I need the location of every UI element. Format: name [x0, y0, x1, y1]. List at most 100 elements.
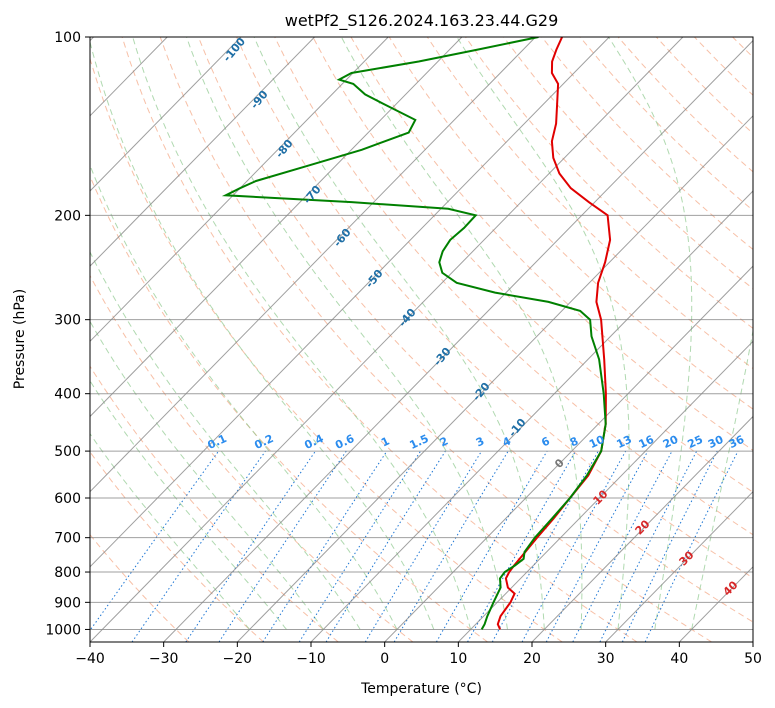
dry-adiabat-line	[388, 37, 753, 410]
x-tick-label: −30	[149, 651, 179, 667]
y-tick-label: 800	[54, 565, 81, 581]
chart-title: wetPf2_S126.2024.163.23.44.G29	[285, 11, 559, 31]
dry-adiabat-line	[426, 37, 753, 370]
dry-adiabat-line	[312, 37, 753, 493]
dry-adiabat-line	[90, 365, 339, 642]
plot-frame	[89, 36, 754, 643]
mixing-ratio-line	[325, 450, 446, 642]
isotherm-gridline	[90, 37, 684, 642]
dry-adiabat-line	[197, 37, 753, 623]
mixing-ratio-label: 10	[587, 433, 607, 451]
mixing-ratio-label: 0.1	[206, 432, 229, 452]
dry-adiabat-label: -50	[363, 267, 386, 291]
mixing-ratio-line	[491, 450, 599, 642]
moist-adiabat-label: 40	[721, 578, 741, 598]
dry-adiabat-line	[771, 37, 775, 642]
dry-adiabat-label: -80	[273, 137, 296, 161]
mixing-ratio-label: 1	[379, 434, 391, 449]
x-tick-label: 40	[670, 651, 688, 667]
dry-adiabat-line	[732, 37, 753, 58]
y-tick-label: 200	[54, 208, 81, 224]
isotherm-gridline	[384, 265, 753, 642]
moist-adiabat-label: 30	[677, 548, 697, 568]
mixing-ratio-label: 16	[637, 433, 657, 451]
dry-adiabat-label: -70	[301, 183, 324, 207]
mixing-ratio-label: 30	[706, 433, 726, 451]
plot-area	[90, 37, 775, 642]
moist-adiabat-line	[90, 432, 250, 630]
moist-adiabat-line	[456, 37, 630, 630]
dry-adiabat-line	[121, 37, 638, 642]
y-tick-label: 400	[54, 387, 81, 403]
dry-adiabat-line	[579, 37, 753, 212]
mixing-ratio-line	[364, 450, 483, 642]
mixing-ratio-line	[621, 450, 718, 642]
isotherm-gridline	[457, 340, 753, 642]
moist-adiabat-line	[186, 37, 508, 630]
mixing-ratio-line	[393, 450, 509, 642]
isotherm-gridline	[752, 641, 753, 642]
mixing-ratio-label: 6	[539, 434, 552, 449]
isotherm-gridline	[678, 566, 753, 642]
isotherm-gridline	[90, 37, 315, 267]
mixing-ratio-line	[218, 450, 347, 642]
y-tick-label: 500	[54, 444, 81, 460]
mixing-ratio-line	[262, 450, 388, 642]
dry-adiabat-line	[350, 37, 753, 451]
y-tick-label: 1000	[45, 622, 81, 638]
dry-adiabat-label: -90	[248, 88, 271, 112]
mixing-ratio-line	[90, 450, 220, 632]
isotherm-gridline	[531, 415, 753, 642]
isotherm-gridline	[236, 115, 753, 642]
mixing-ratio-label: 8	[568, 434, 580, 449]
x-tick-label: −20	[223, 651, 253, 667]
axes: −40 −30 −20 −10 0 10 20 30 40 5010020030040050060…	[45, 30, 762, 667]
dry-adiabat-line	[694, 37, 753, 96]
moist-adiabat-line	[90, 379, 287, 630]
isopleth-labels: -100-90-80-70-60-50-40-30-20-100.1 0.2 0.4…	[206, 37, 747, 599]
mixing-ratio-line	[521, 450, 627, 642]
mixing-ratio-label: 13	[615, 433, 634, 451]
dry-adiabat-label: -30	[431, 345, 454, 369]
isotherm-gridline	[90, 37, 242, 192]
mixing-ratio-label: 36	[727, 433, 747, 451]
dry-adiabat-line	[236, 37, 753, 579]
dry-adiabat-line	[90, 533, 190, 642]
dry-adiabat-line	[90, 56, 563, 642]
moist-adiabat-line	[253, 37, 545, 630]
temperature-trace	[496, 37, 612, 630]
y-tick-label: 700	[54, 531, 81, 547]
x-tick-label: 50	[744, 651, 762, 667]
isotherm-gridline	[310, 190, 753, 642]
mixing-ratio-label: 2	[438, 434, 450, 449]
x-tick-label: −40	[75, 651, 105, 667]
moist-adiabat-line	[608, 37, 693, 630]
mixing-ratio-label: 1.5	[408, 432, 431, 452]
isotherm-gridline	[90, 37, 389, 343]
mixing-ratio-line	[185, 450, 316, 642]
x-tick-label: 10	[449, 651, 467, 667]
moist-adiabat-line	[691, 328, 753, 630]
isotherm-gridline	[605, 490, 753, 642]
x-tick-label: −10	[296, 651, 326, 667]
mixing-ratio-line	[545, 450, 649, 642]
isotherm-gridline	[90, 37, 610, 568]
dry-adiabat-line	[90, 175, 488, 642]
y-axis-label: Pressure (hPa)	[12, 289, 28, 389]
dry-adiabat-label: -10	[506, 416, 529, 440]
x-tick-label: 0	[380, 651, 389, 667]
isotherm-gridline	[90, 37, 463, 418]
moist-adiabat-line	[90, 320, 324, 630]
y-tick-label: 100	[54, 30, 81, 46]
isotherm-gridline	[163, 39, 753, 642]
dry-adiabat-line	[159, 37, 712, 642]
dry-adiabat-line	[503, 37, 753, 290]
moist-adiabat-line	[90, 40, 435, 630]
x-axis-label: Temperature (°C)	[360, 681, 482, 697]
mixing-ratio-line	[599, 450, 698, 642]
moist-adiabat-line	[340, 37, 583, 630]
dry-adiabat-line	[90, 274, 414, 642]
mixing-ratio-label: 0.4	[302, 432, 325, 452]
dry-adiabat-line	[655, 37, 753, 135]
y-tick-label: 900	[54, 595, 81, 611]
